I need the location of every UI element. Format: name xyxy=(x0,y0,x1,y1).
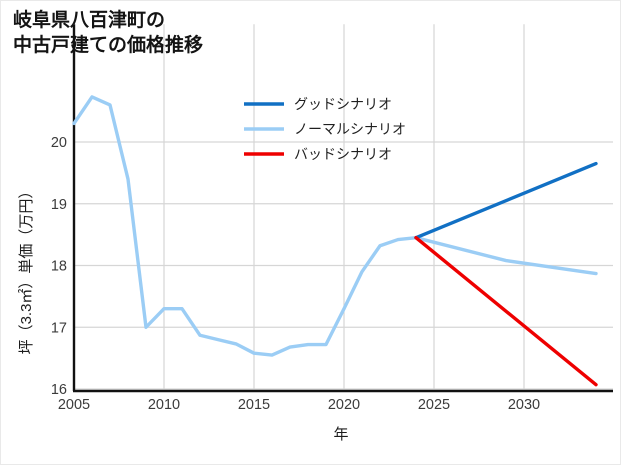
y-axis-tick-labels: 16 17 18 19 20 xyxy=(51,135,67,398)
x-axis-tick-labels: 2005 2010 2015 2020 2025 2030 xyxy=(58,397,540,413)
vertical-gridlines xyxy=(73,24,525,389)
y-axis-title: 坪（3.3㎡）単価（万円） xyxy=(18,184,35,355)
x-tick-label: 2030 xyxy=(508,397,540,413)
legend-label: バッドシナリオ xyxy=(294,146,392,162)
x-tick-label: 2015 xyxy=(238,397,270,413)
y-tick-label: 20 xyxy=(51,135,67,151)
x-tick-label: 2010 xyxy=(148,397,180,413)
y-tick-label: 16 xyxy=(51,382,67,398)
axis-spines xyxy=(72,24,613,393)
data-series-lines xyxy=(72,95,598,387)
series-line xyxy=(414,161,598,240)
y-tick-label: 18 xyxy=(51,259,67,275)
chart-title: 岐阜県八百津町の 中古戸建ての価格推移 xyxy=(13,10,204,56)
x-tick-label: 2020 xyxy=(328,397,360,413)
y-tick-label: 17 xyxy=(51,320,67,336)
x-tick-label: 2025 xyxy=(418,397,450,413)
x-tick-label: 2005 xyxy=(58,397,90,413)
series-line xyxy=(72,95,598,357)
legend-label: ノーマルシナリオ xyxy=(294,121,406,137)
y-tick-label: 19 xyxy=(51,197,67,213)
x-axis-title: 年 xyxy=(333,426,348,443)
legend-label: グッドシナリオ xyxy=(294,96,392,112)
series-line xyxy=(414,236,598,387)
